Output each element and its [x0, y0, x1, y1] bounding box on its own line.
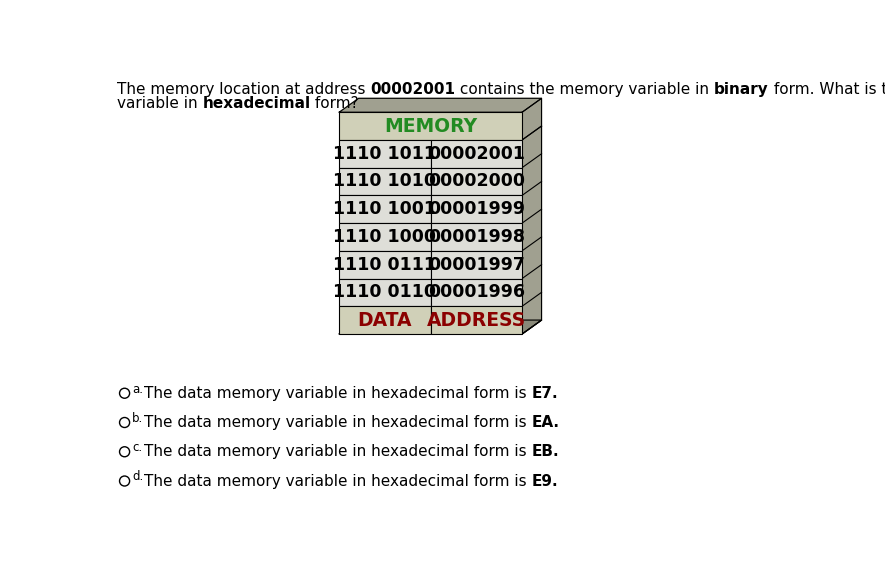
Bar	[431, 279, 522, 306]
Text: 00001996: 00001996	[428, 283, 525, 301]
Text: form?: form?	[311, 96, 359, 111]
Text: variable in: variable in	[117, 96, 203, 111]
Text: hexadecimal: hexadecimal	[203, 96, 311, 111]
Text: 1110 0111: 1110 0111	[334, 255, 436, 274]
Bar	[339, 168, 431, 196]
Bar	[339, 251, 431, 279]
Text: EA.: EA.	[532, 415, 559, 430]
Text: 00002001: 00002001	[370, 82, 455, 97]
Bar	[339, 196, 431, 223]
Text: contains the memory variable in: contains the memory variable in	[455, 82, 714, 97]
Text: c.: c.	[133, 441, 142, 454]
Text: 00001998: 00001998	[428, 228, 525, 246]
Text: 00002001: 00002001	[428, 145, 525, 163]
Bar	[431, 196, 522, 223]
Text: E7.: E7.	[532, 386, 558, 401]
Text: d.: d.	[133, 470, 143, 483]
Text: The memory location at address: The memory location at address	[117, 82, 370, 97]
Bar	[339, 140, 431, 168]
Bar	[431, 168, 522, 196]
Text: 00001999: 00001999	[428, 200, 525, 218]
Bar	[339, 306, 431, 334]
Text: b.: b.	[133, 412, 143, 425]
Bar	[431, 140, 522, 168]
Text: The data memory variable in hexadecimal form is: The data memory variable in hexadecimal …	[144, 444, 532, 459]
Text: 1110 1000: 1110 1000	[334, 228, 436, 246]
Text: 00001997: 00001997	[428, 255, 525, 274]
Text: ADDRESS: ADDRESS	[427, 311, 526, 329]
Text: 1110 1011: 1110 1011	[334, 145, 436, 163]
Text: form. What is the data memory: form. What is the data memory	[769, 82, 885, 97]
Text: 1110 1010: 1110 1010	[334, 172, 436, 190]
Polygon shape	[522, 98, 542, 334]
Polygon shape	[339, 98, 542, 112]
Text: 1110 1001: 1110 1001	[334, 200, 436, 218]
Bar	[431, 306, 522, 334]
Text: MEMORY: MEMORY	[384, 116, 477, 136]
Text: EB.: EB.	[532, 444, 559, 459]
Text: a.: a.	[133, 382, 143, 396]
Bar	[339, 279, 431, 306]
Text: binary: binary	[714, 82, 769, 97]
Polygon shape	[339, 320, 542, 334]
Text: The data memory variable in hexadecimal form is: The data memory variable in hexadecimal …	[144, 474, 532, 488]
Text: DATA: DATA	[358, 311, 412, 329]
Text: E9.: E9.	[532, 474, 558, 488]
Text: 00002000: 00002000	[428, 172, 525, 190]
Bar	[339, 223, 431, 251]
Text: 1110 0110: 1110 0110	[334, 283, 436, 301]
Bar	[431, 251, 522, 279]
Text: The data memory variable in hexadecimal form is: The data memory variable in hexadecimal …	[144, 415, 532, 430]
Bar	[431, 223, 522, 251]
Text: The data memory variable in hexadecimal form is: The data memory variable in hexadecimal …	[144, 386, 532, 401]
Bar	[339, 112, 522, 140]
